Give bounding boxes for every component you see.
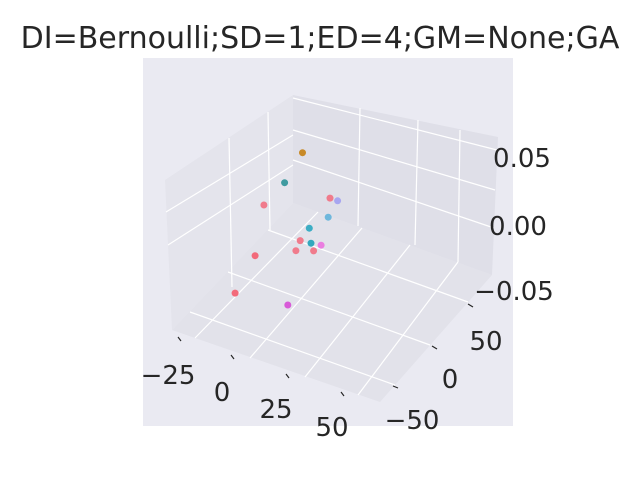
grid-line bbox=[304, 244, 411, 378]
grid-line bbox=[292, 129, 496, 191]
grid-line bbox=[194, 211, 319, 339]
x-tick-label-2: 25 bbox=[259, 395, 292, 425]
data-point-5 bbox=[296, 237, 304, 245]
floor-pane bbox=[172, 203, 492, 402]
x-tick-mark bbox=[230, 354, 235, 360]
grid-line bbox=[227, 271, 431, 346]
grid-line bbox=[249, 227, 363, 359]
y-tick-label-0: −50 bbox=[385, 406, 440, 436]
x-tick-mark bbox=[177, 336, 182, 342]
grid-line bbox=[414, 119, 419, 246]
data-point-2 bbox=[299, 149, 306, 157]
data-point-11 bbox=[334, 197, 342, 205]
grid-line bbox=[357, 107, 361, 227]
x-tick-label-0: −25 bbox=[141, 361, 196, 391]
grid-line bbox=[228, 137, 233, 288]
grid-line bbox=[357, 261, 459, 396]
y-tick-label-2: 50 bbox=[469, 327, 502, 357]
grid-line bbox=[267, 111, 271, 231]
z-tick-label-2: 0.05 bbox=[493, 144, 551, 174]
data-point-10 bbox=[307, 239, 315, 247]
data-point-12 bbox=[284, 301, 292, 309]
grid-line bbox=[292, 159, 495, 229]
x-tick-label-1: 0 bbox=[214, 378, 231, 408]
x-tick-mark bbox=[285, 373, 290, 379]
data-point-0 bbox=[260, 201, 268, 209]
tick-marks bbox=[177, 303, 474, 397]
z-tick-label-1: 0.00 bbox=[489, 212, 547, 242]
data-point-14 bbox=[317, 241, 325, 249]
z-tick-label-0: −0.05 bbox=[474, 277, 554, 307]
chart-title: DI=Bernoulli;SD=1;ED=4;GM=None;GA bbox=[21, 21, 620, 56]
grid-line bbox=[189, 311, 396, 386]
x-tick-label-3: 50 bbox=[315, 413, 348, 443]
y-tick-mark bbox=[392, 385, 399, 389]
back-right-pane bbox=[293, 95, 498, 275]
grid-line bbox=[457, 129, 461, 263]
x-tick-mark bbox=[340, 391, 345, 397]
grid-line bbox=[165, 134, 294, 213]
y-tick-mark bbox=[467, 303, 474, 308]
data-point-3 bbox=[251, 252, 259, 260]
grid-line bbox=[292, 97, 498, 151]
data-point-1 bbox=[281, 179, 289, 187]
data-point-7 bbox=[310, 247, 318, 255]
data-points bbox=[231, 149, 342, 309]
grid-line bbox=[167, 164, 294, 246]
data-point-8 bbox=[305, 224, 313, 232]
y-tick-mark bbox=[431, 345, 438, 350]
y-tick-label-1: 0 bbox=[442, 365, 459, 395]
data-point-13 bbox=[324, 213, 332, 221]
data-point-4 bbox=[231, 289, 239, 297]
data-point-6 bbox=[292, 247, 300, 255]
data-point-9 bbox=[326, 194, 334, 202]
